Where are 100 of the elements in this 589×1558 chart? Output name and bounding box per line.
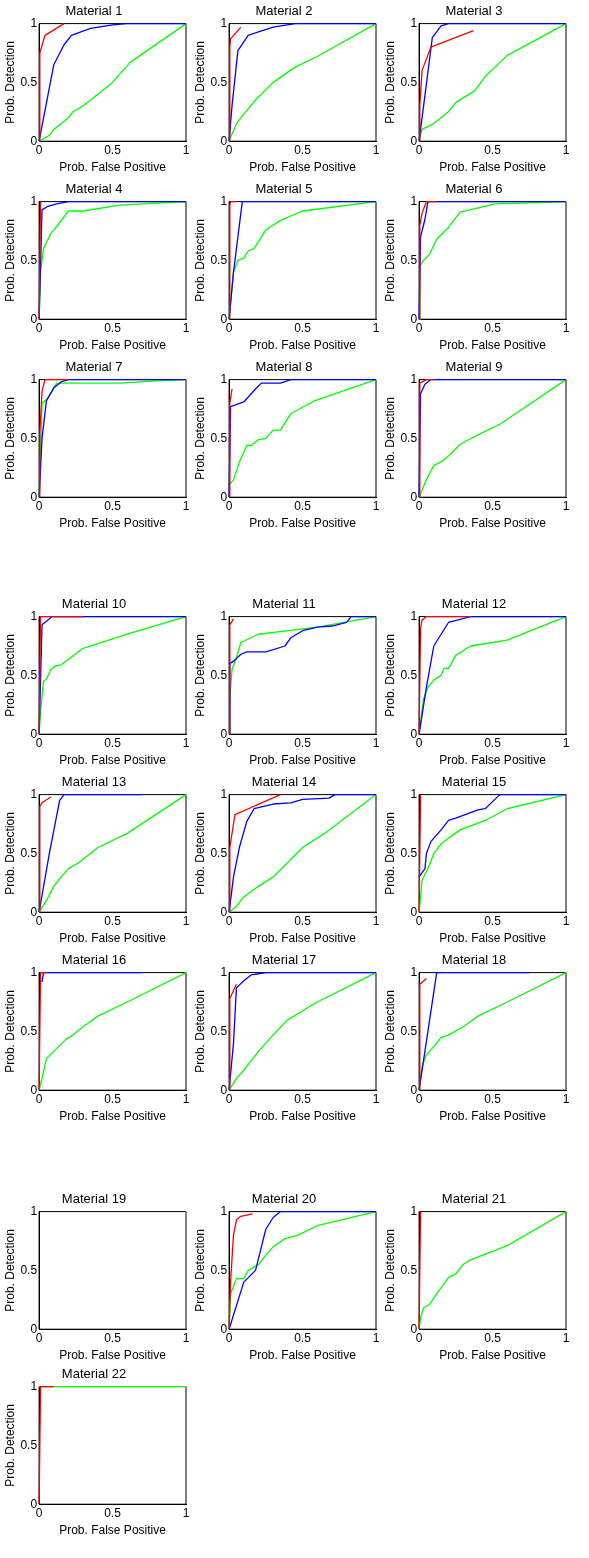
y-tick-label: 1 [30, 608, 38, 623]
x-tick-label: 1 [182, 913, 190, 928]
y-tick-label: 0.5 [400, 845, 418, 860]
chart-title: Material 17 [251, 952, 317, 968]
y-axis-title: Prob. Detection [192, 812, 207, 895]
x-axis-title: Prob. False Positive [59, 516, 167, 531]
x-tick-label: 1 [562, 142, 570, 157]
chart-title: Material 8 [255, 359, 313, 375]
y-axis-title: Prob. Detection [192, 41, 207, 124]
x-tick-label: 1 [372, 735, 380, 750]
y-tick-label: 1 [220, 964, 228, 979]
x-axis-title: Prob. False Positive [439, 516, 547, 531]
x-tick-label: 1 [182, 1330, 190, 1345]
y-axis-title: Prob. Detection [192, 1229, 207, 1312]
y-axis-title: Prob. Detection [382, 634, 397, 717]
chart-title: Material 19 [61, 1191, 127, 1207]
y-tick-label: 0.5 [210, 430, 228, 445]
y-tick-label: 1 [220, 371, 228, 386]
y-tick-label: 1 [30, 15, 38, 30]
chart-title: Material 15 [441, 774, 507, 790]
chart-title: Material 6 [445, 181, 503, 197]
x-tick-label: 1 [562, 1330, 570, 1345]
chart-title: Material 22 [61, 1366, 127, 1382]
y-axis-title: Prob. Detection [382, 219, 397, 302]
x-tick-label: 0.5 [484, 320, 502, 335]
x-tick-label: 0.5 [294, 142, 312, 157]
x-axis-title: Prob. False Positive [249, 1348, 357, 1363]
chart-title: Material 10 [61, 596, 127, 612]
y-tick-label: 1 [410, 371, 418, 386]
y-tick-label: 0.5 [20, 1262, 38, 1277]
y-axis-title: Prob. Detection [192, 219, 207, 302]
y-tick-label: 0.5 [210, 74, 228, 89]
y-axis-title: Prob. Detection [382, 812, 397, 895]
y-tick-label: 1 [410, 1203, 418, 1218]
y-axis-title: Prob. Detection [2, 219, 17, 302]
x-tick-label: 1 [372, 320, 380, 335]
x-axis-title: Prob. False Positive [59, 1348, 167, 1363]
x-axis-title: Prob. False Positive [439, 931, 547, 946]
chart-title: Material 13 [61, 774, 127, 790]
y-tick-label: 0.5 [20, 667, 38, 682]
x-tick-label: 0.5 [484, 1330, 502, 1345]
y-tick-label: 0.5 [20, 252, 38, 267]
y-axis-title: Prob. Detection [382, 397, 397, 480]
y-tick-label: 0.5 [210, 1023, 228, 1038]
x-tick-label: 0.5 [294, 1091, 312, 1106]
x-tick-label: 1 [562, 320, 570, 335]
y-tick-label: 1 [220, 786, 228, 801]
chart-title: Material 5 [255, 181, 313, 197]
y-axis-title: Prob. Detection [192, 397, 207, 480]
x-tick-label: 1 [562, 913, 570, 928]
x-tick-label: 0.5 [104, 498, 122, 513]
x-axis-title: Prob. False Positive [249, 931, 357, 946]
y-tick-label: 1 [30, 1378, 38, 1393]
y-tick-label: 0.5 [20, 74, 38, 89]
chart-title: Material 18 [441, 952, 507, 968]
x-tick-label: 1 [562, 1091, 570, 1106]
x-tick-label: 0.5 [294, 498, 312, 513]
x-tick-label: 1 [182, 320, 190, 335]
y-tick-label: 0.5 [400, 252, 418, 267]
x-axis-title: Prob. False Positive [439, 338, 547, 353]
x-axis-title: Prob. False Positive [59, 931, 167, 946]
y-tick-label: 0.5 [210, 252, 228, 267]
x-axis-title: Prob. False Positive [59, 1523, 167, 1538]
y-tick-label: 0.5 [20, 845, 38, 860]
y-axis-title: Prob. Detection [2, 634, 17, 717]
y-axis-title: Prob. Detection [2, 990, 17, 1073]
y-tick-label: 1 [30, 964, 38, 979]
x-tick-label: 0.5 [104, 1091, 122, 1106]
x-tick-label: 0.5 [484, 913, 502, 928]
y-axis-title: Prob. Detection [2, 397, 17, 480]
x-axis-title: Prob. False Positive [249, 516, 357, 531]
x-tick-label: 1 [372, 142, 380, 157]
x-axis-title: Prob. False Positive [249, 160, 357, 175]
chart-title: Material 9 [445, 359, 503, 375]
x-tick-label: 1 [182, 1091, 190, 1106]
x-axis-title: Prob. False Positive [439, 1109, 547, 1124]
x-tick-label: 0.5 [104, 320, 122, 335]
y-tick-label: 1 [220, 15, 228, 30]
y-axis-title: Prob. Detection [192, 634, 207, 717]
y-axis-title: Prob. Detection [2, 812, 17, 895]
x-axis-title: Prob. False Positive [59, 338, 167, 353]
y-tick-label: 1 [220, 1203, 228, 1218]
x-tick-label: 0.5 [104, 142, 122, 157]
y-tick-label: 0.5 [210, 845, 228, 860]
y-tick-label: 0.5 [210, 1262, 228, 1277]
y-tick-label: 1 [30, 371, 38, 386]
x-tick-label: 1 [372, 1330, 380, 1345]
y-tick-label: 0.5 [400, 430, 418, 445]
x-axis-title: Prob. False Positive [249, 338, 357, 353]
chart-title: Material 2 [255, 3, 313, 19]
y-axis-title: Prob. Detection [192, 990, 207, 1073]
x-tick-label: 0.5 [484, 142, 502, 157]
y-tick-label: 1 [410, 15, 418, 30]
x-tick-label: 0.5 [484, 1091, 502, 1106]
y-tick-label: 0.5 [20, 430, 38, 445]
x-tick-label: 0.5 [104, 735, 122, 750]
chart-title: Material 21 [441, 1191, 507, 1207]
x-tick-label: 1 [562, 735, 570, 750]
x-tick-label: 1 [372, 913, 380, 928]
chart-title: Material 16 [61, 952, 127, 968]
